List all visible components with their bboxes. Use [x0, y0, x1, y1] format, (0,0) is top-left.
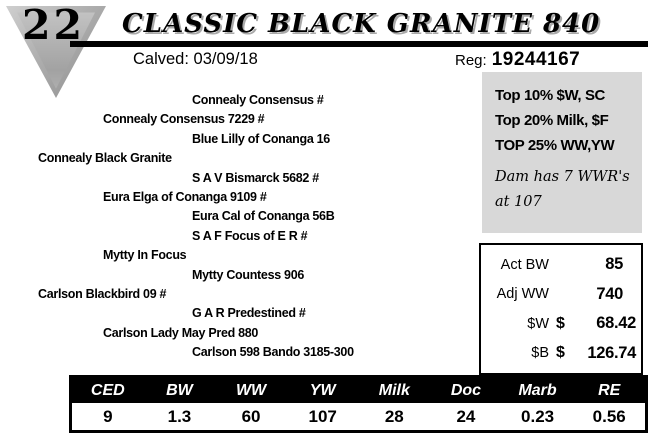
- pedigree-line: Blue Lilly of Conanga 16: [192, 131, 330, 146]
- pedigree-line: Eura Cal of Conanga 56B: [192, 209, 335, 224]
- pedigree-line: Carlson Lady May Pred 880: [103, 325, 259, 340]
- epd-header-cell: Milk: [378, 382, 410, 399]
- pedigree-line: Mytty Countess 906: [192, 267, 304, 282]
- pedigree-line: S A V Bismarck 5682 #: [192, 170, 319, 185]
- epd-value-cell: 28: [384, 407, 404, 426]
- pedigree-line-dam: Carlson Blackbird 09 #: [38, 286, 167, 301]
- epd-header-row: CED BW WW YW Milk Doc Marb RE: [72, 378, 645, 403]
- epd-header-cell: YW: [309, 382, 336, 399]
- lot-number: 22: [22, 1, 86, 49]
- epd-value-cell: 0.56: [592, 407, 626, 426]
- stat-row-act-bw: Act BW 85: [486, 255, 636, 274]
- highlight-line: TOP 25% WW,YW: [495, 137, 615, 154]
- epd-value-cell: 107: [308, 407, 337, 426]
- pedigree-line: Connealy Consensus 7229 #: [103, 112, 265, 127]
- dam-note: Dam has 7 WWR's at 107: [495, 169, 630, 210]
- stat-label: $W: [527, 315, 549, 332]
- pedigree-line: Eura Elga of Conanga 9109 #: [103, 189, 267, 204]
- pedigree-line: S A F Focus of E R #: [192, 228, 308, 243]
- stat-label: Act BW: [500, 256, 549, 273]
- stat-prefix: $: [556, 344, 565, 362]
- pedigree: Connealy Consensus # Connealy Consensus …: [0, 91, 478, 362]
- epd-header-cell: RE: [598, 382, 621, 399]
- epd-header-cell: Doc: [450, 382, 482, 399]
- title-underline: [70, 41, 648, 47]
- highlight-line: Top 10% $W, SC: [495, 87, 605, 104]
- epd-header-cell: Marb: [518, 382, 557, 399]
- pedigree-line: G A R Predestined #: [192, 306, 306, 321]
- epd-header-cell: WW: [235, 382, 267, 399]
- performance-box: Act BW 85 Adj WW 740 $W $ 68.42 $B $ 126…: [479, 243, 643, 375]
- epd-value-cell: 60: [241, 407, 261, 426]
- stat-label: Adj WW: [496, 286, 549, 303]
- stat-value: 126.74: [587, 343, 636, 362]
- calved-value: 03/09/18: [193, 50, 258, 68]
- epd-value-cell: 24: [456, 407, 476, 426]
- highlight-line: Top 20% Milk, $F: [495, 112, 609, 129]
- epd-header-cell: CED: [90, 382, 125, 399]
- epd-value-cell: 9: [103, 407, 113, 426]
- epd-value-row: 9 1.3 60 107 28 24 0.23 0.56: [72, 403, 645, 430]
- highlights-box: Top 10% $W, SC Top 20% Milk, $F TOP 25% …: [482, 72, 642, 233]
- pedigree-line: Connealy Consensus #: [192, 93, 324, 107]
- calved-label: Calved:: [133, 50, 189, 68]
- pedigree-line-sire: Connealy Black Granite: [38, 151, 172, 166]
- registration: Reg: 19244167: [455, 49, 580, 71]
- pedigree-line: Carlson 598 Bando 3185-300: [192, 345, 354, 360]
- reg-label: Reg:: [455, 52, 487, 69]
- reg-number: 19244167: [491, 49, 581, 70]
- pedigree-line: Mytty In Focus: [103, 248, 187, 263]
- stat-value: 68.42: [596, 314, 636, 333]
- stat-label: $B: [531, 345, 549, 362]
- epd-value-cell: 0.23: [521, 407, 555, 426]
- stat-prefix: $: [556, 314, 565, 332]
- stat-row-dollar-b: $B $ 126.74: [486, 344, 636, 363]
- epd-table: CED BW WW YW Milk Doc Marb RE 9 1.3 60 1…: [69, 375, 648, 433]
- epd-header-cell: BW: [166, 382, 193, 399]
- stat-value: 740: [596, 284, 623, 303]
- stat-row-dollar-w: $W $ 68.42: [486, 314, 636, 333]
- animal-name-title: CLASSIC BLACK GRANITE 840: [122, 9, 601, 39]
- epd-value-cell: 1.3: [167, 407, 192, 426]
- stat-row-adj-ww: Adj WW 740: [486, 285, 636, 304]
- stat-value: 85: [605, 255, 623, 274]
- calved-date: Calved: 03/09/18: [133, 50, 258, 69]
